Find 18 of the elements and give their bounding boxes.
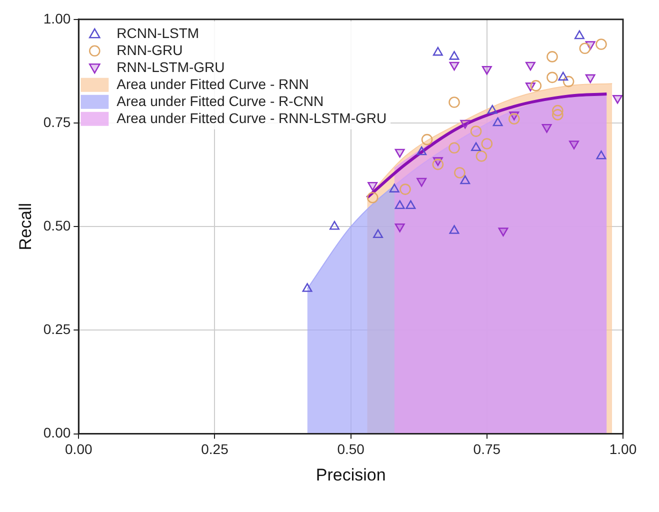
y-tick-label: 0.50: [43, 217, 71, 234]
y-tick-label: 0.75: [43, 114, 71, 130]
x-tick-label: 0.50: [337, 441, 365, 458]
x-tick-label: 0.75: [473, 441, 501, 458]
x-tick-label: 1.00: [609, 441, 637, 458]
x-tick-label: 0.25: [201, 441, 229, 458]
legend-label: RCNN-LSTM: [116, 24, 200, 41]
y-tick-label: 0.00: [43, 424, 71, 441]
legend-label: Area under Fitted Curve - R-CNN: [116, 92, 324, 109]
legend-label: Area under Fitted Curve - RNN-LSTM-GRU: [116, 110, 387, 126]
x-axis-title: Precision: [316, 465, 386, 484]
x-tick-label: 0.00: [65, 441, 92, 458]
legend-label: RNN-GRU: [116, 42, 183, 58]
y-tick-label: 0.25: [43, 321, 71, 338]
y-tick-label: 1.00: [43, 10, 71, 26]
legend-label: Area under Fitted Curve - RNN: [116, 76, 309, 92]
y-axis-title: Recall: [16, 202, 35, 250]
legend-label: RNN-LSTM-GRU: [116, 58, 225, 75]
